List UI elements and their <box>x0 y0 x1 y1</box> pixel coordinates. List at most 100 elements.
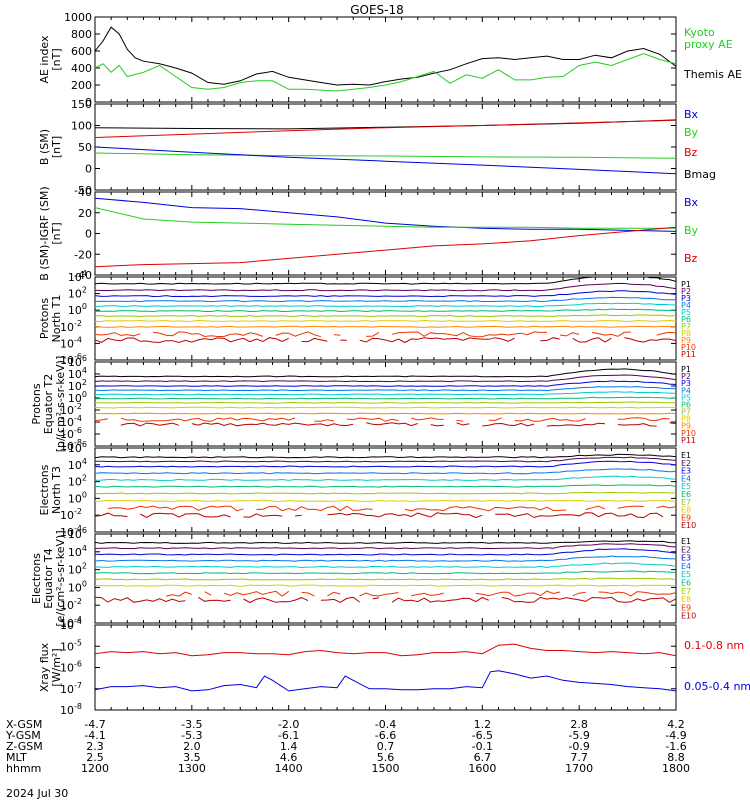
y-tick-label: 10-6 <box>60 660 82 675</box>
series-line <box>244 514 283 517</box>
series-line <box>244 598 309 603</box>
series-line <box>198 597 230 601</box>
series-line <box>153 332 263 337</box>
x-tick-label: 1500 <box>372 762 400 775</box>
series-line <box>95 147 676 174</box>
x-tick-label: 1700 <box>565 762 593 775</box>
series-line <box>366 332 379 336</box>
legend-entry: Bmag <box>684 168 716 181</box>
series-line <box>95 208 676 229</box>
series-line <box>457 423 470 425</box>
y-tick-label: 400 <box>71 62 92 75</box>
series-line <box>108 506 244 511</box>
series-line <box>515 418 586 421</box>
legend-entry: P11 <box>681 436 696 445</box>
series-group <box>95 275 676 342</box>
series-line <box>95 283 676 290</box>
series-line <box>95 407 676 408</box>
y-tick-label: 10-4 <box>60 617 82 632</box>
y-tick-label: 104 <box>68 457 87 472</box>
y-tick-label: 104 <box>68 544 87 559</box>
legend-entry: By <box>684 126 699 139</box>
y-tick-label: 0 <box>85 228 92 241</box>
y-axis-label: [nT] <box>50 136 63 158</box>
series-line <box>95 563 676 568</box>
y-tick-label: 50 <box>78 141 92 154</box>
series-line <box>334 335 340 336</box>
y-tick-label: 10-5 <box>60 638 82 653</box>
series-line <box>166 592 192 596</box>
y-axis-label: [p/(cm²-s-sr-keV)] <box>54 356 67 453</box>
series-line <box>302 592 315 596</box>
legend-entry: Bx <box>684 108 699 121</box>
series-line <box>392 332 547 337</box>
series-line <box>95 54 676 91</box>
y-tick-label: 10-2 <box>60 319 82 334</box>
series-line <box>489 418 502 421</box>
y-tick-label: 40 <box>78 186 92 199</box>
series-line <box>95 338 289 343</box>
series-line <box>95 27 676 85</box>
y-tick-label: 200 <box>71 79 92 92</box>
panel-frame <box>95 625 676 710</box>
series-line <box>95 476 676 480</box>
series-line <box>547 423 605 426</box>
series-line <box>347 418 399 421</box>
series-line <box>95 454 676 457</box>
y-tick-label: 100 <box>68 490 87 505</box>
series-line <box>327 513 482 518</box>
y-axis-label: [nT] <box>50 222 63 244</box>
series-line <box>321 597 360 602</box>
plot-title: GOES-18 <box>350 3 404 17</box>
series-line <box>95 321 676 322</box>
series-line <box>411 418 443 420</box>
y-tick-label: 100 <box>68 302 87 317</box>
y-tick-label: 800 <box>71 28 92 41</box>
y-tick-label: 10-7 <box>60 681 82 696</box>
series-line <box>624 338 676 343</box>
series-line <box>95 671 676 691</box>
series-line <box>392 598 489 603</box>
series-line <box>586 506 605 509</box>
legend-entry: By <box>684 224 699 237</box>
series-line <box>95 397 676 399</box>
series-line <box>95 549 676 555</box>
series-line <box>95 153 676 158</box>
series-line <box>657 506 676 508</box>
y-axis-label: [nT] <box>50 48 63 70</box>
series-line <box>618 418 670 421</box>
series-line <box>95 392 676 395</box>
legend-entry: Themis AE <box>683 68 742 81</box>
series-line <box>95 571 676 574</box>
x-tick-label: 1600 <box>468 762 496 775</box>
y-tick-label: 10-8 <box>60 702 82 717</box>
x-row-label: hhmm <box>6 762 41 775</box>
series-line <box>599 592 677 596</box>
x-tick-label: 1400 <box>275 762 303 775</box>
y-tick-label: 106 <box>68 440 87 455</box>
series-line <box>95 309 676 312</box>
x-tick-label: 1800 <box>662 762 690 775</box>
series-line <box>95 585 676 586</box>
series-group <box>95 27 676 91</box>
series-line <box>573 592 586 595</box>
y-tick-label: 102 <box>68 562 87 577</box>
series-group <box>95 120 676 174</box>
panel-frame <box>95 448 676 532</box>
series-line <box>276 332 321 337</box>
series-line <box>457 420 464 421</box>
series-line <box>95 492 676 494</box>
y-tick-label: 100 <box>68 579 87 594</box>
